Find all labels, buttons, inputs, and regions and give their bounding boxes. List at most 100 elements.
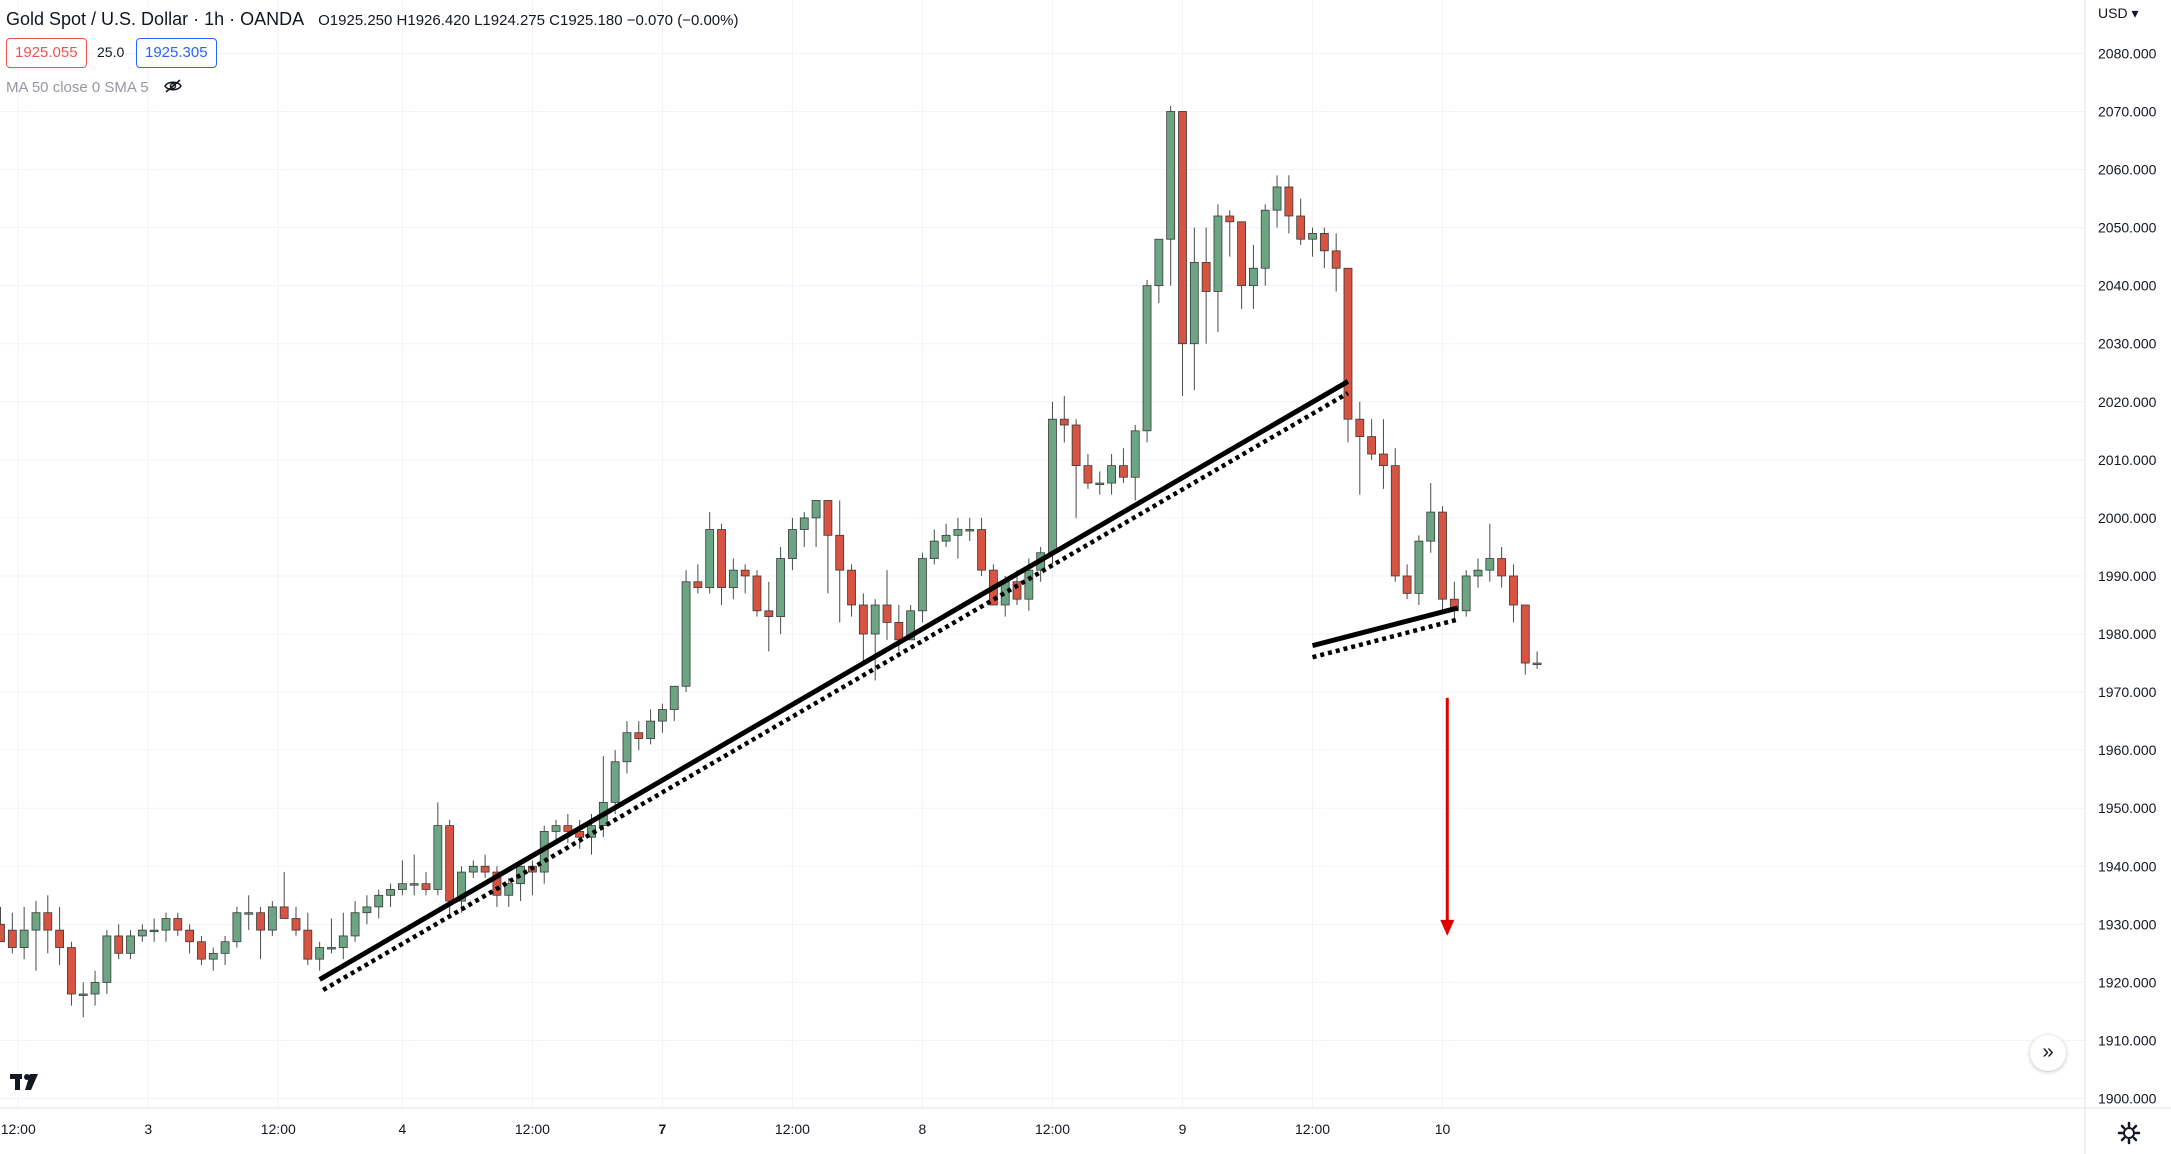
- candle: [811, 500, 821, 547]
- candle-body: [90, 981, 100, 995]
- candle-body: [858, 604, 868, 635]
- price-tick-label: 1950.000: [2098, 800, 2157, 816]
- candle-body: [799, 517, 809, 530]
- candle-body: [126, 935, 135, 954]
- price-tick-label: 1900.000: [2098, 1091, 2157, 1107]
- buy-price-button[interactable]: 1925.305: [136, 38, 217, 68]
- candle-body: [717, 529, 726, 588]
- candle: [409, 854, 419, 896]
- candle: [421, 872, 431, 896]
- target-arrow-head: [1440, 919, 1455, 936]
- candle-body: [1142, 285, 1152, 432]
- candle-body: [1390, 465, 1400, 577]
- candle: [1319, 227, 1329, 269]
- scroll-right-icon[interactable]: »: [2030, 1035, 2066, 1071]
- candle: [1201, 227, 1211, 344]
- candle-body: [256, 912, 265, 931]
- candle-body: [232, 912, 242, 943]
- candle: [634, 721, 644, 751]
- candle: [1402, 564, 1412, 600]
- settings-gear-icon[interactable]: [2116, 1120, 2142, 1146]
- price-tick-label: 1960.000: [2098, 742, 2157, 758]
- candle: [1390, 448, 1400, 582]
- time-tick-label: 12:00: [261, 1121, 296, 1137]
- candle-body: [55, 929, 64, 948]
- candle-body: [19, 929, 29, 948]
- candle: [468, 860, 478, 878]
- candle-body: [397, 883, 407, 890]
- candle: [1485, 523, 1495, 582]
- time-tick-label: 8: [919, 1121, 927, 1137]
- candle-body: [1249, 267, 1258, 287]
- candle: [232, 906, 242, 948]
- candle: [457, 866, 466, 913]
- candle: [504, 877, 514, 907]
- time-tick-label: 12:00: [775, 1121, 810, 1137]
- trendline-solid: [318, 379, 1350, 982]
- candle-body: [327, 947, 336, 950]
- candle-body: [386, 889, 395, 896]
- candle: [953, 517, 963, 559]
- candle: [1213, 204, 1223, 333]
- candle-body: [1438, 511, 1447, 600]
- candle-body: [220, 941, 230, 954]
- candle-body: [457, 871, 466, 902]
- candle: [1473, 558, 1483, 588]
- candle: [1414, 535, 1424, 605]
- symbol-title[interactable]: Gold Spot / U.S. Dollar · 1h · OANDA: [6, 9, 304, 29]
- candle-body: [303, 929, 313, 960]
- candle-body: [291, 918, 301, 931]
- candle: [7, 912, 17, 954]
- candle-body: [977, 529, 986, 571]
- candle-body: [1355, 418, 1365, 438]
- candle: [1107, 454, 1116, 495]
- candle: [244, 895, 254, 931]
- candle: [705, 512, 715, 594]
- candle-body: [137, 929, 147, 937]
- price-tick-label: 2080.000: [2098, 45, 2157, 61]
- candle: [622, 721, 632, 774]
- candle: [433, 802, 443, 896]
- candle-body: [78, 993, 88, 996]
- candle-body: [1048, 418, 1057, 554]
- candle-body: [953, 529, 963, 536]
- candle: [858, 593, 868, 664]
- candle-body: [492, 871, 502, 896]
- candle: [78, 982, 88, 1018]
- indicator-legend[interactable]: MA 50 close 0 SMA 5: [6, 78, 183, 98]
- chart-grid: [0, 0, 2085, 1108]
- candle-body: [1414, 540, 1424, 594]
- candle: [799, 512, 809, 547]
- candle: [1367, 419, 1377, 460]
- indicator-legend-label: MA 50 close 0 SMA 5: [6, 78, 149, 96]
- candle-body: [906, 610, 916, 641]
- candle-body: [1509, 575, 1518, 606]
- candle-body: [1319, 233, 1329, 252]
- price-tick-label: 2050.000: [2098, 220, 2157, 236]
- candle: [1119, 448, 1128, 484]
- candle-body: [575, 831, 585, 838]
- time-tick-label: 12:00: [1035, 1121, 1070, 1137]
- candle-body: [870, 604, 880, 635]
- time-tick-label: 4: [398, 1121, 406, 1137]
- candle-body: [0, 923, 5, 943]
- tradingview-logo-icon[interactable]: [8, 1068, 44, 1098]
- candle: [717, 523, 726, 605]
- price-tick-label: 2070.000: [2098, 103, 2157, 119]
- candle: [669, 685, 679, 722]
- candle-body: [1331, 250, 1341, 269]
- eye-hidden-icon[interactable]: [163, 78, 183, 98]
- candle: [752, 570, 762, 617]
- candle-body: [208, 952, 218, 960]
- candle: [1225, 210, 1235, 257]
- currency-selector[interactable]: USD ▾: [2098, 5, 2138, 22]
- candle-body: [102, 935, 112, 983]
- candle-body: [610, 761, 620, 803]
- candle-body: [409, 883, 419, 886]
- candle-body: [374, 894, 384, 908]
- sell-price-button[interactable]: 1925.055: [6, 38, 87, 68]
- spread-value: 25.0: [97, 44, 125, 60]
- candle: [126, 930, 135, 960]
- candle: [740, 564, 750, 594]
